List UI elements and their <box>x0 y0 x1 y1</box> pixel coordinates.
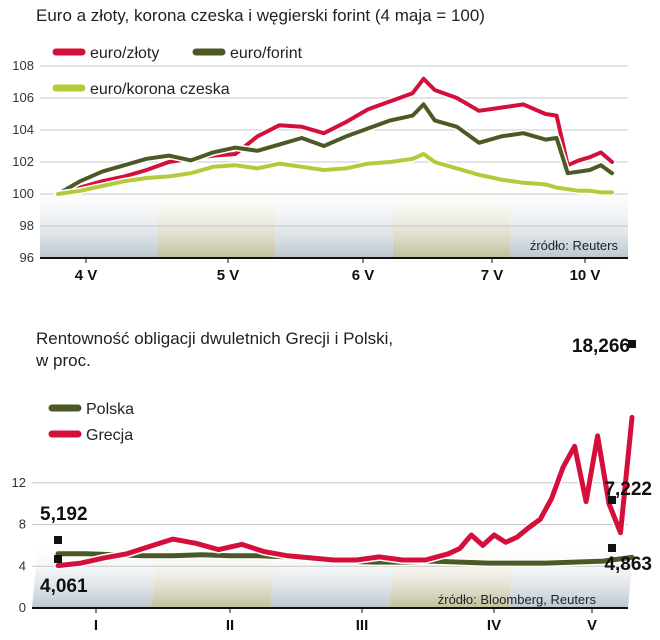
chart2-endpoint-marker <box>628 340 636 348</box>
chart1-legend-label: euro/złoty <box>90 45 159 62</box>
chart2-annotation-value: 18,266 <box>572 336 630 357</box>
chart2-title: Rentowność obligacji dwuletnich Grecji i… <box>36 328 393 372</box>
chart1-legend-label: euro/korona czeska <box>90 81 230 98</box>
chart2-ytick: 12 <box>12 475 26 490</box>
chart1-title: Euro a złoty, korona czeska i węgierski … <box>36 6 485 25</box>
chart1-xtick-label: 6 V <box>352 267 375 284</box>
chart2-series-casing <box>54 413 636 570</box>
chart2-xtick-label: II <box>226 617 234 634</box>
chart1-ytick: 96 <box>20 250 34 265</box>
chart2-endpoint-marker <box>608 544 616 552</box>
chart2-ytick: 0 <box>19 600 26 615</box>
chart2-legend-label: Polska <box>86 401 134 418</box>
chart2-annotation-value: 4,863 <box>604 554 652 575</box>
chart2-ytick: 4 <box>19 558 26 573</box>
chart2-series-line-grecja <box>55 414 635 569</box>
chart1-xtick-label: 5 V <box>217 267 240 284</box>
chart2-legend-label: Grecja <box>86 427 133 444</box>
chart1-source: źródło: Reuters <box>530 238 619 253</box>
chart1-band <box>40 185 158 258</box>
chart1-series-line-euroforint <box>56 102 614 196</box>
chart2-xtick-label: I <box>94 617 98 634</box>
chart2-ytick: 8 <box>19 517 26 532</box>
chart2-title-line1: Rentowność obligacji dwuletnich Grecji i… <box>36 329 394 348</box>
chart1-ytick: 100 <box>12 186 34 201</box>
chart2-annotation-value: 5,192 <box>40 504 88 525</box>
chart2-xtick-label: III <box>356 617 369 634</box>
chart1-xtick-label: 7 V <box>481 267 504 284</box>
chart1-band <box>510 185 628 258</box>
chart1-ytick: 104 <box>12 122 34 137</box>
chart1-ytick: 102 <box>12 154 34 169</box>
chart1-xtick-label: 4 V <box>75 267 98 284</box>
chart1-series-line-eurokoronaczeska <box>56 152 614 196</box>
chart2-xtick-label: IV <box>487 617 501 634</box>
chart2-annotation-value: 4,061 <box>40 576 88 597</box>
chart2-title-line2: w proc. <box>36 351 91 370</box>
chart1-legend-label: euro/forint <box>230 45 303 62</box>
chart1-band <box>392 185 511 258</box>
chart1-band <box>157 185 276 258</box>
chart1-series-line-eurozoty <box>56 76 614 196</box>
chart2-endpoint-marker <box>54 536 62 544</box>
chart1-xtick-label: 10 V <box>570 267 601 284</box>
chart2-band <box>32 545 158 608</box>
chart1-band <box>275 185 393 258</box>
chart2-source: źródło: Bloomberg, Reuters <box>438 592 597 607</box>
chart2-annotation-value: 7,222 <box>604 479 652 500</box>
chart2-band <box>151 545 277 608</box>
chart1-ytick: 98 <box>20 218 34 233</box>
chart1-ytick: 106 <box>12 90 34 105</box>
chart2-endpoint-marker <box>608 496 616 504</box>
chart1-ytick: 108 <box>12 58 34 73</box>
chart2-xtick-label: V <box>587 617 597 634</box>
chart2-endpoint-marker <box>54 555 62 563</box>
